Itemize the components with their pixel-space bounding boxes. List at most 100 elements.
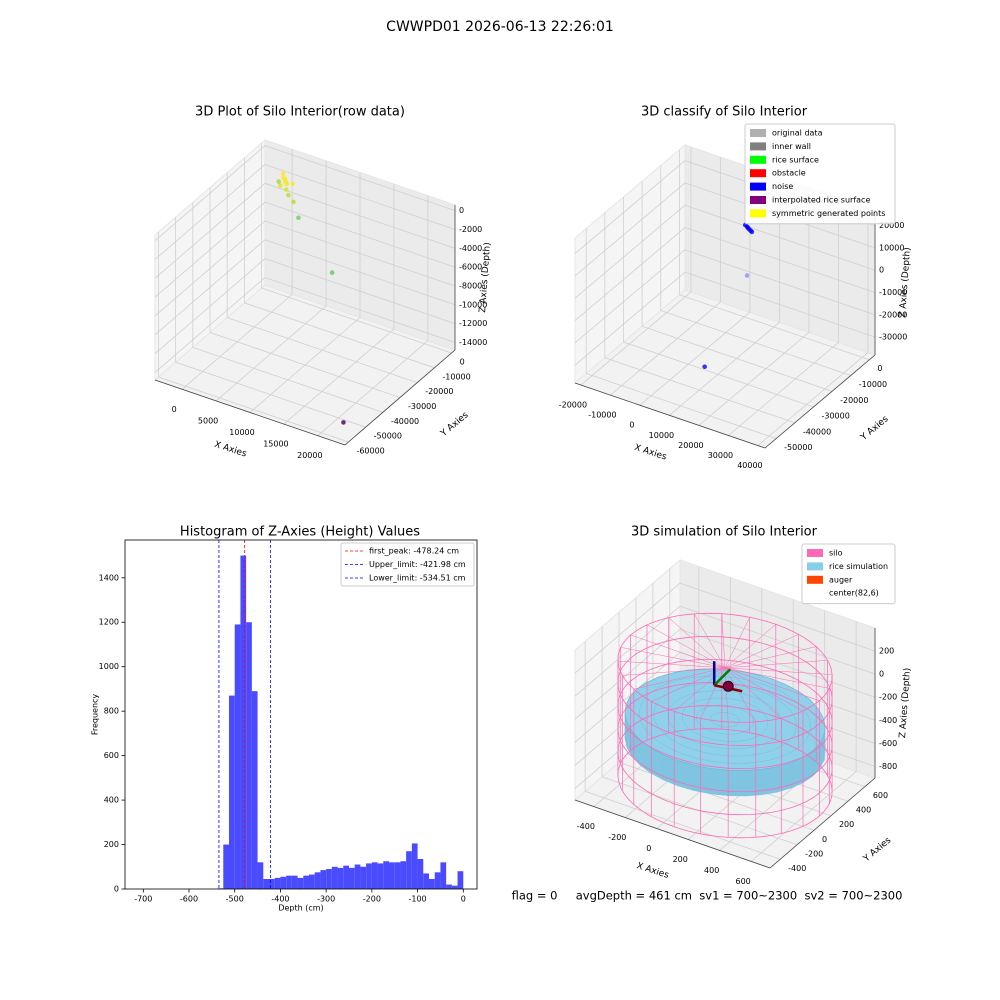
y-tick-label: -10000 (442, 372, 470, 381)
histogram-bar (280, 876, 287, 889)
z-axis-label: Z Axies (Depth) (898, 247, 913, 318)
x-tick-label: 0 (646, 844, 651, 853)
legend-label: rice simulation (829, 562, 888, 571)
z-tick-label: -200 (879, 693, 897, 702)
histogram-bar (389, 862, 395, 889)
z-tick-label: -20000 (879, 310, 907, 319)
grid-line (264, 277, 456, 343)
grid-line (264, 201, 456, 268)
rice-side (727, 770, 746, 797)
z-tick-label: 10000 (879, 243, 904, 252)
histogram-bar (229, 695, 235, 889)
legend-label: symmetric generated points (772, 209, 885, 218)
silo-roof-line (633, 667, 726, 690)
histogram-bar (326, 868, 332, 889)
rice-side (677, 760, 694, 791)
silo-roof-line (668, 617, 726, 669)
grid-line (728, 342, 839, 436)
legend-swatch (807, 549, 823, 557)
grid-line (585, 790, 781, 860)
histogram-bar (337, 867, 344, 889)
grid-line (574, 160, 686, 254)
y-tick-label: 0 (460, 357, 465, 366)
rice-side (693, 764, 711, 795)
x-tick-label: 600 (735, 877, 750, 886)
silo-roof-line (651, 667, 726, 702)
grid-line (154, 183, 266, 279)
histogram-bar (457, 871, 464, 889)
grid-line (679, 294, 870, 361)
grid-line (684, 249, 876, 316)
x-axis-label: X Axies (213, 440, 248, 460)
silo-roof-line (724, 667, 757, 723)
histogram-bar (400, 861, 407, 889)
x-tick-label: 40000 (737, 461, 762, 470)
histogram-bar (377, 863, 384, 889)
y-tick-label: 600 (104, 751, 119, 760)
histogram-bar (446, 884, 452, 889)
histogram-bar (366, 863, 372, 889)
rice-mesh (710, 712, 740, 728)
data-point (296, 215, 301, 221)
silo-roof-line (724, 667, 729, 723)
data-point (277, 183, 283, 188)
histogram-bar (234, 624, 241, 889)
legend-swatch (750, 196, 766, 204)
z-tick-label: -30000 (879, 333, 907, 342)
x-tick-label: 0 (629, 421, 634, 430)
grid-line (574, 605, 681, 697)
x-tick-label: 30000 (708, 451, 733, 460)
histogram-bar (406, 851, 412, 889)
silo-roof-line (724, 624, 776, 669)
histogram-bar (423, 873, 429, 889)
grid-line (684, 271, 876, 338)
x-tick-label: 20000 (678, 441, 703, 450)
histogram-bar (246, 622, 252, 889)
legend: original data inner wall rice surface obsta… (744, 123, 896, 225)
y-tick-label: -60000 (356, 447, 384, 456)
legend-label: Lower_limit: -534.51 cm (369, 574, 466, 583)
x-axis-label: X Axies (633, 443, 668, 463)
x-tick-label: 0 (172, 405, 177, 414)
side-pane (574, 143, 686, 385)
x-tick-label: 20000 (297, 451, 322, 460)
x-tick-label: -400 (577, 822, 595, 831)
silo-roof-line (646, 624, 726, 669)
grid-line (641, 325, 833, 392)
histogram-bar (383, 861, 389, 889)
grid-line (158, 376, 349, 443)
grid-line (574, 249, 686, 344)
histogram: -700 -600 -500 -400 -300 -200 -100 0 0 200 400 600 8… (91, 539, 478, 913)
subplot-title: Histogram of Z-Axies (Height) Values (180, 525, 420, 540)
x-tick-label: -600 (180, 895, 198, 904)
rice-side (710, 768, 729, 796)
histogram-bar (223, 844, 229, 889)
legend-label: inner wall (772, 142, 811, 151)
axes-3d: -400-2000200400600-400-2000200400600-800… (574, 558, 913, 886)
legend-label: auger (829, 575, 853, 584)
x-tick-label: 400 (704, 866, 719, 875)
silo-roof-line (630, 634, 726, 669)
legend-label: center(82,6) (829, 589, 879, 598)
y-tick-label: 200 (104, 840, 119, 849)
silo-roof-line (617, 660, 726, 669)
grid-line (574, 628, 681, 720)
legend-box (801, 543, 896, 605)
x-tick-label: 15000 (263, 440, 288, 449)
plot-area (125, 540, 477, 889)
grid-line (660, 310, 851, 376)
grid-line (154, 277, 266, 373)
silo-roof-line (724, 634, 799, 669)
grid-line (574, 182, 686, 277)
data-point (283, 187, 289, 192)
y-tick-label: -30000 (408, 402, 436, 411)
data-point (291, 199, 296, 205)
y-tick-label: 400 (104, 796, 119, 805)
data-point (286, 192, 291, 198)
legend-swatch (807, 575, 823, 584)
grid-line (244, 302, 435, 369)
data-point (280, 171, 286, 176)
grid-line (580, 291, 692, 386)
rice-mesh (653, 683, 797, 757)
grid-line (574, 652, 681, 743)
